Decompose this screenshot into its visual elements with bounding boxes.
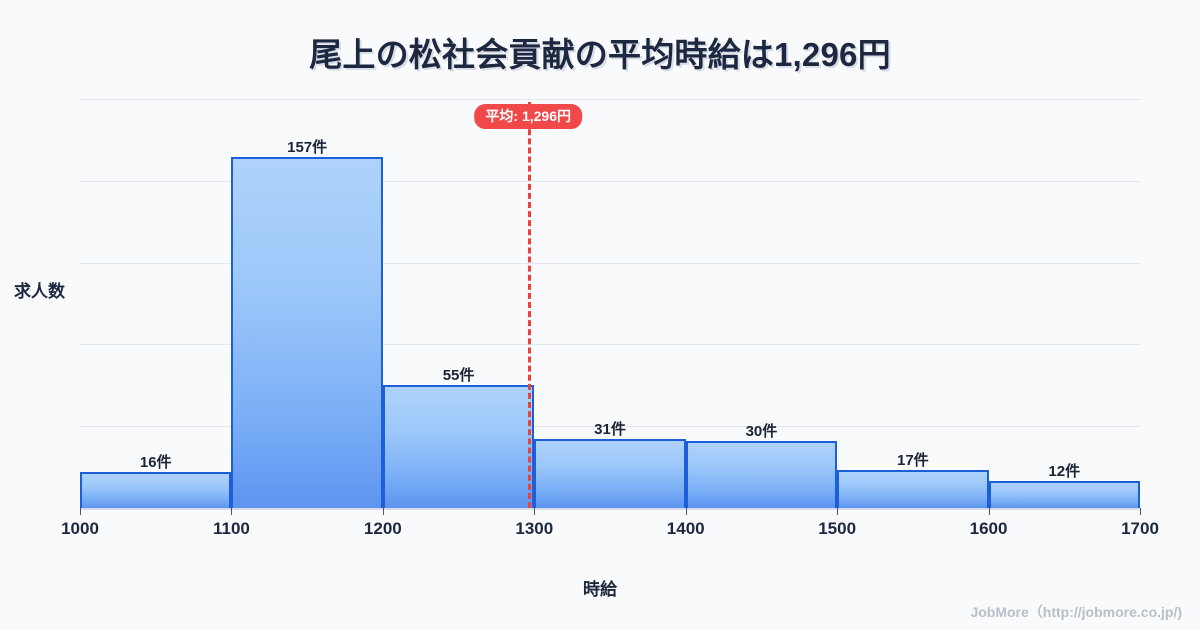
x-axis-tick-label: 1300 [515,519,554,538]
histogram-bar[interactable] [988,481,1140,508]
x-axis-tick [231,508,233,515]
page-title: 尾上の松社会貢献の平均時給は1,296円 [309,36,891,73]
mean-line [528,102,532,508]
footer-credit: JobMore（http://jobmore.co.jp/) [970,604,1182,620]
gridline [80,181,1140,182]
x-axis-tick-label: 1500 [818,519,857,538]
y-axis-title: 求人数 [14,282,65,301]
x-axis-tick [837,508,839,515]
x-axis-tick [1140,508,1141,515]
x-axis-tick-label: 1200 [363,519,402,538]
mean-badge: 平均: 1,296円 [474,104,583,130]
histogram-bar[interactable] [685,440,838,508]
gridline [80,426,1140,427]
histogram-bar[interactable] [80,472,232,508]
x-axis-tick [534,508,536,515]
bar-value-label: 17件 [897,452,929,469]
plot-area [80,99,1140,508]
x-axis-tick-label: 1400 [666,519,705,538]
x-axis-baseline [80,508,1140,510]
gridline [80,263,1140,264]
x-axis-tick-label: 1700 [1121,519,1159,538]
x-axis-tick-label: 1000 [61,519,99,538]
bar-value-label: 12件 [1048,463,1081,481]
x-axis-tick-label: 1100 [212,519,250,538]
bar-value-label: 31件 [594,420,626,438]
x-axis-tick [80,508,81,515]
x-axis-tick [685,508,687,515]
x-axis-title: 時給 [583,580,617,599]
histogram-bar[interactable] [382,385,535,508]
histogram-bar[interactable] [534,438,686,508]
histogram-bar[interactable] [231,157,383,508]
histogram-bar[interactable] [837,470,989,508]
x-axis-tick [988,508,990,515]
gridline [80,99,1140,100]
bar-value-label: 55件 [442,367,475,385]
x-axis-tick [382,508,384,515]
bar-value-label: 16件 [139,454,172,472]
bar-value-label: 157件 [287,139,328,157]
x-axis-tick-label: 1600 [969,519,1008,538]
gridline [80,344,1140,345]
bar-value-label: 30件 [745,422,778,440]
